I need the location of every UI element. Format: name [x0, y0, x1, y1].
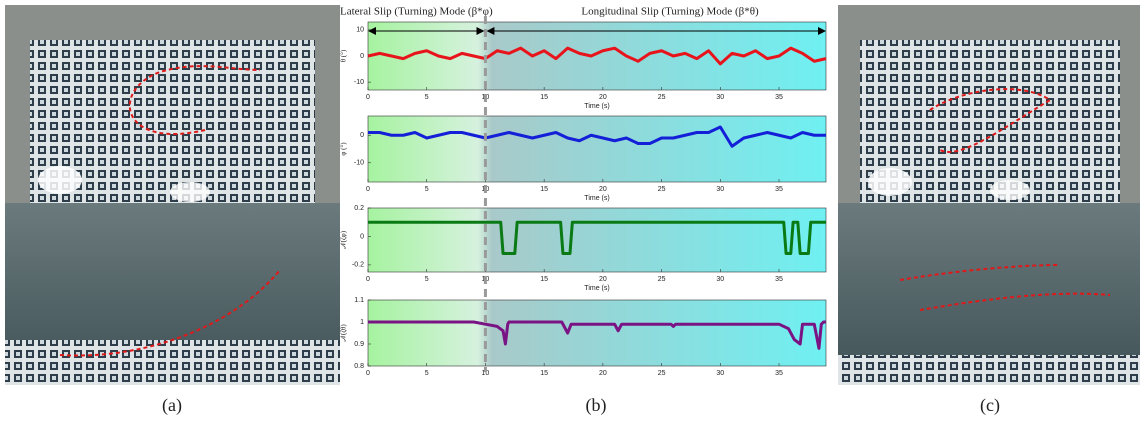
plot-area [367, 115, 827, 183]
x-tick-label: 20 [599, 370, 607, 377]
x-tick-label: 30 [716, 94, 724, 101]
x-tick-label: 35 [775, 276, 783, 283]
x-tick-label: 20 [599, 94, 607, 101]
x-tick-label: 15 [540, 94, 548, 101]
x-axis-label: Time (s) [584, 195, 609, 202]
x-tick-label: 30 [716, 276, 724, 283]
x-tick-label: 10 [482, 370, 490, 377]
caption: (a) [162, 395, 182, 416]
annotation: Longitudinal Slip (Turning) Mode (β*θ) [581, 6, 759, 18]
x-tick-label: 25 [658, 370, 666, 377]
x-tick-label: 25 [658, 186, 666, 193]
x-tick-label: 35 [775, 94, 783, 101]
y-axis-label: θ (°) [340, 49, 348, 62]
x-tick-label: 5 [425, 186, 429, 193]
x-tick-label: 0 [366, 276, 370, 283]
x-tick-label: 0 [366, 186, 370, 193]
x-axis-label: Time (s) [584, 285, 609, 292]
x-tick-label: 5 [425, 276, 429, 283]
y-axis-label: 𝒩(ζφ) [340, 230, 348, 249]
x-tick-label: 15 [540, 186, 548, 193]
caption: (c) [980, 395, 1000, 416]
x-tick-label: 5 [425, 370, 429, 377]
y-tick-label: -10 [354, 160, 364, 167]
x-tick-label: 0 [366, 94, 370, 101]
x-tick-label: 30 [716, 370, 724, 377]
y-tick-label: -0.2 [352, 262, 364, 269]
y-tick-label: 0 [360, 53, 364, 60]
y-tick-label: 1.1 [354, 297, 364, 304]
x-tick-label: 20 [599, 276, 607, 283]
y-tick-label: 0 [360, 233, 364, 240]
y-axis-label: 𝒩(ζθ) [340, 324, 348, 342]
photo-a [5, 5, 340, 385]
x-tick-label: 20 [599, 186, 607, 193]
x-tick-label: 15 [540, 276, 548, 283]
data-line [368, 320, 826, 350]
y-tick-label: 0.2 [354, 205, 364, 212]
data-line [368, 220, 826, 256]
y-tick-label: 0 [360, 132, 364, 139]
photo-c [838, 5, 1140, 385]
x-tick-label: 35 [775, 186, 783, 193]
x-tick-label: 25 [658, 94, 666, 101]
annotation: Lateral Slip (Turning) Mode (β*φ) [340, 6, 493, 18]
plot-area [367, 299, 827, 367]
x-axis-label: Time (s) [584, 103, 609, 110]
y-tick-label: 0.9 [354, 341, 364, 348]
y-tick-label: 10 [356, 27, 364, 34]
plot-area [367, 207, 827, 273]
y-axis-label: φ (°) [340, 142, 348, 156]
x-tick-label: 30 [716, 186, 724, 193]
x-tick-label: 5 [425, 94, 429, 101]
y-tick-label: 0.8 [354, 363, 364, 370]
data-line [368, 125, 826, 148]
caption: (b) [586, 395, 607, 416]
x-tick-label: 0 [366, 370, 370, 377]
x-tick-label: 25 [658, 276, 666, 283]
x-tick-label: 35 [775, 370, 783, 377]
y-tick-label: 1 [360, 319, 364, 326]
data-line [367, 46, 827, 66]
y-tick-label: -10 [354, 79, 364, 86]
x-tick-label: 15 [540, 370, 548, 377]
